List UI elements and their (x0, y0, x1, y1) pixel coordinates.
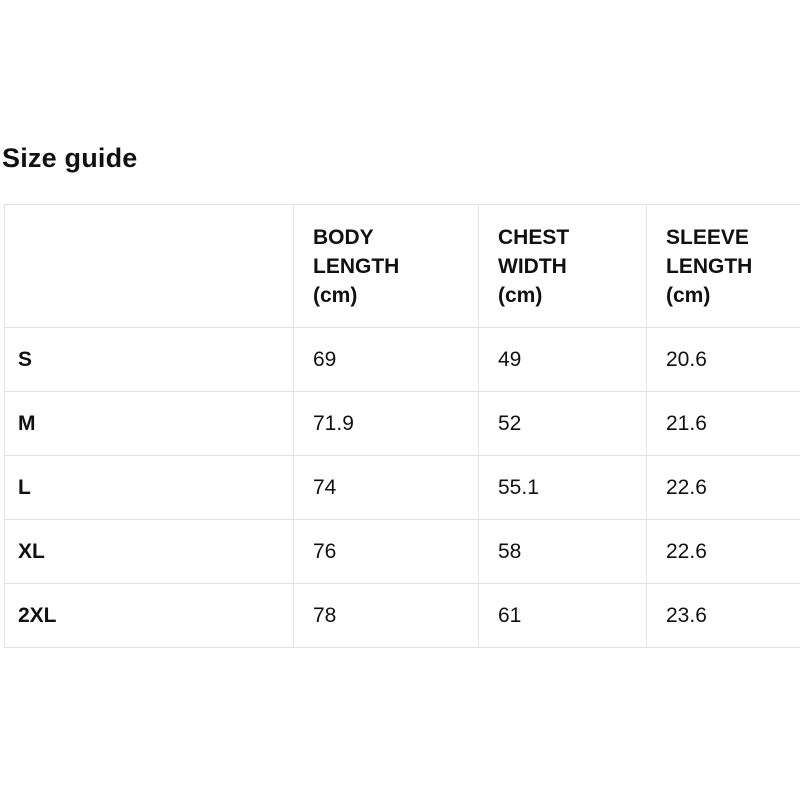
size-guide-table-header: BODY LENGTH (cm) CHEST WIDTH (cm) SLEEVE… (4, 204, 800, 328)
body-length-value: 78 (293, 583, 479, 648)
table-row-xl: XL 76 58 22.6 (4, 519, 800, 584)
body-length-value: 69 (293, 327, 479, 392)
chest-width-value: 52 (478, 391, 647, 456)
size-label: 2XL (4, 583, 294, 648)
size-guide-table-body: S 69 49 20.6 M 71.9 52 21.6 L 74 55.1 22… (4, 327, 800, 648)
sleeve-length-value: 23.6 (646, 583, 800, 648)
chest-width-value: 58 (478, 519, 647, 584)
size-label: S (4, 327, 294, 392)
size-label: XL (4, 519, 294, 584)
table-row-s: S 69 49 20.6 (4, 327, 800, 392)
chest-width-value: 61 (478, 583, 647, 648)
body-length-value: 71.9 (293, 391, 479, 456)
column-header-sleeve-length: SLEEVE LENGTH (cm) (646, 204, 800, 328)
column-header-chest-width: CHEST WIDTH (cm) (478, 204, 647, 328)
header-row: BODY LENGTH (cm) CHEST WIDTH (cm) SLEEVE… (4, 204, 800, 328)
size-label: M (4, 391, 294, 456)
table-row-2xl: 2XL 78 61 23.6 (4, 583, 800, 648)
table-row-l: L 74 55.1 22.6 (4, 455, 800, 520)
chest-width-value: 49 (478, 327, 647, 392)
sleeve-length-value: 20.6 (646, 327, 800, 392)
body-length-value: 76 (293, 519, 479, 584)
sleeve-length-value: 21.6 (646, 391, 800, 456)
chest-width-value: 55.1 (478, 455, 647, 520)
sleeve-length-value: 22.6 (646, 455, 800, 520)
column-header-body-length: BODY LENGTH (cm) (293, 204, 479, 328)
table-row-m: M 71.9 52 21.6 (4, 391, 800, 456)
column-header-size (4, 204, 294, 328)
body-length-value: 74 (293, 455, 479, 520)
size-label: L (4, 455, 294, 520)
sleeve-length-value: 22.6 (646, 519, 800, 584)
page-title: Size guide (2, 143, 138, 173)
size-guide-table: BODY LENGTH (cm) CHEST WIDTH (cm) SLEEVE… (4, 204, 800, 648)
